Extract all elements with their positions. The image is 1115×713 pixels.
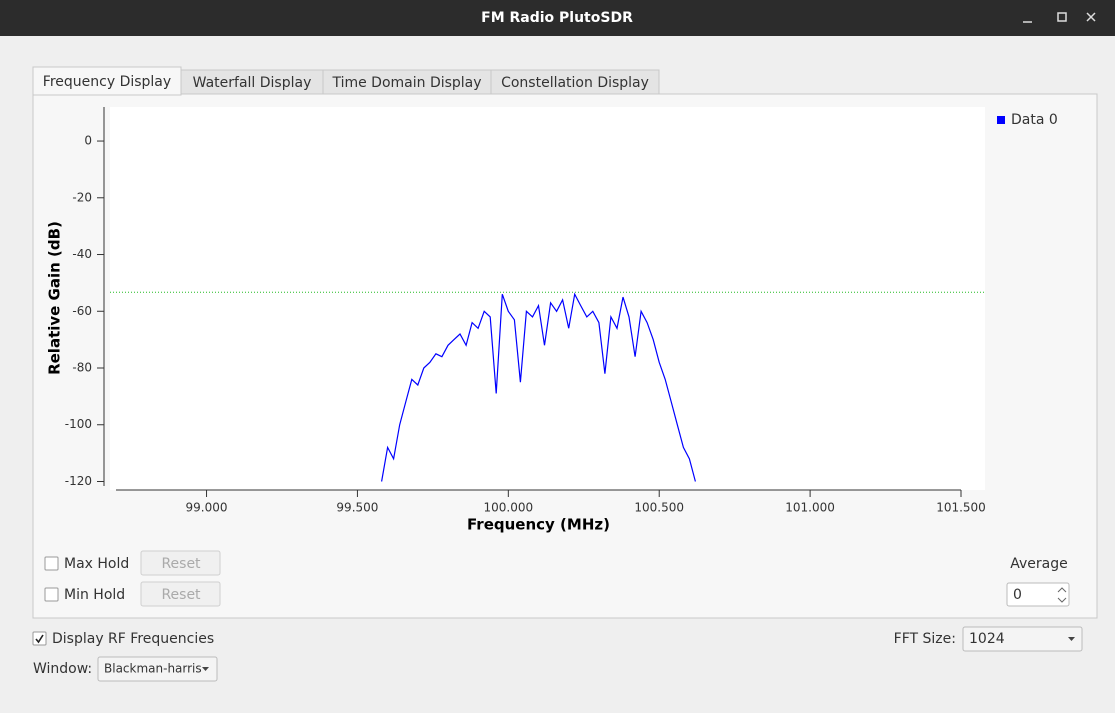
y-tick-label: -120	[65, 474, 92, 488]
window-title: FM Radio PlutoSDR	[481, 10, 633, 26]
x-axis-label: Frequency (MHz)	[467, 516, 610, 534]
y-tick-label: -40	[72, 247, 92, 261]
reset-button[interactable]	[140, 550, 221, 576]
checkbox[interactable]	[44, 556, 59, 571]
title-bar	[0, 0, 1115, 36]
tab[interactable]	[490, 69, 660, 95]
legend-swatch	[997, 116, 1005, 124]
reset-button-label: Reset	[161, 587, 201, 603]
spin-arrows	[1057, 587, 1067, 603]
tab[interactable]	[180, 69, 324, 95]
spectrum-line	[381, 292, 696, 482]
checkbox[interactable]	[32, 631, 47, 646]
checkbox-label: Display RF Frequencies	[52, 631, 214, 647]
y-tick-label: 0	[84, 134, 92, 148]
reset-button-label: Reset	[161, 556, 201, 572]
window-value: Blackman-harris	[104, 662, 202, 676]
checkbox[interactable]	[44, 587, 59, 602]
x-tick-label: 99.500	[336, 501, 378, 515]
tab-label: Waterfall Display	[193, 75, 312, 91]
tab-label: Frequency Display	[43, 74, 171, 90]
legend-label: Data 0	[1011, 112, 1058, 128]
reset-button[interactable]	[140, 581, 221, 607]
x-tick-label: 100.500	[634, 501, 684, 515]
x-tick-label: 99.000	[186, 501, 228, 515]
checkbox-label: Min Hold	[64, 587, 125, 603]
window-label: Window:	[33, 661, 92, 677]
y-tick-label: -60	[72, 304, 92, 318]
check-mark	[35, 634, 44, 644]
combo-arrow	[1068, 637, 1075, 641]
x-tick-label: 100.000	[484, 501, 534, 515]
checkbox-label: Max Hold	[64, 556, 129, 572]
average-value: 0	[1013, 587, 1022, 603]
y-axis-label: Relative Gain (dB)	[46, 221, 64, 375]
tab-label: Time Domain Display	[331, 75, 481, 91]
y-tick-label: -20	[72, 190, 92, 204]
close-button[interactable]	[1086, 12, 1096, 22]
maximize-button[interactable]	[1057, 12, 1067, 22]
tab-label: Constellation Display	[501, 75, 649, 91]
window-combo[interactable]	[97, 656, 218, 682]
y-tick-label: -100	[65, 417, 92, 431]
fft-size-value: 1024	[969, 631, 1005, 647]
tab[interactable]	[322, 69, 492, 95]
fft-size-label: FFT Size:	[894, 631, 956, 647]
x-tick-label: 101.500	[936, 501, 986, 515]
combo-arrow	[202, 667, 209, 671]
average-spinbox[interactable]	[1006, 582, 1070, 607]
fft-size-combo[interactable]	[962, 626, 1083, 652]
y-tick-label: -80	[72, 361, 92, 375]
average-label: Average	[1010, 556, 1068, 572]
plot-area	[110, 107, 985, 490]
x-tick-label: 101.000	[785, 501, 835, 515]
